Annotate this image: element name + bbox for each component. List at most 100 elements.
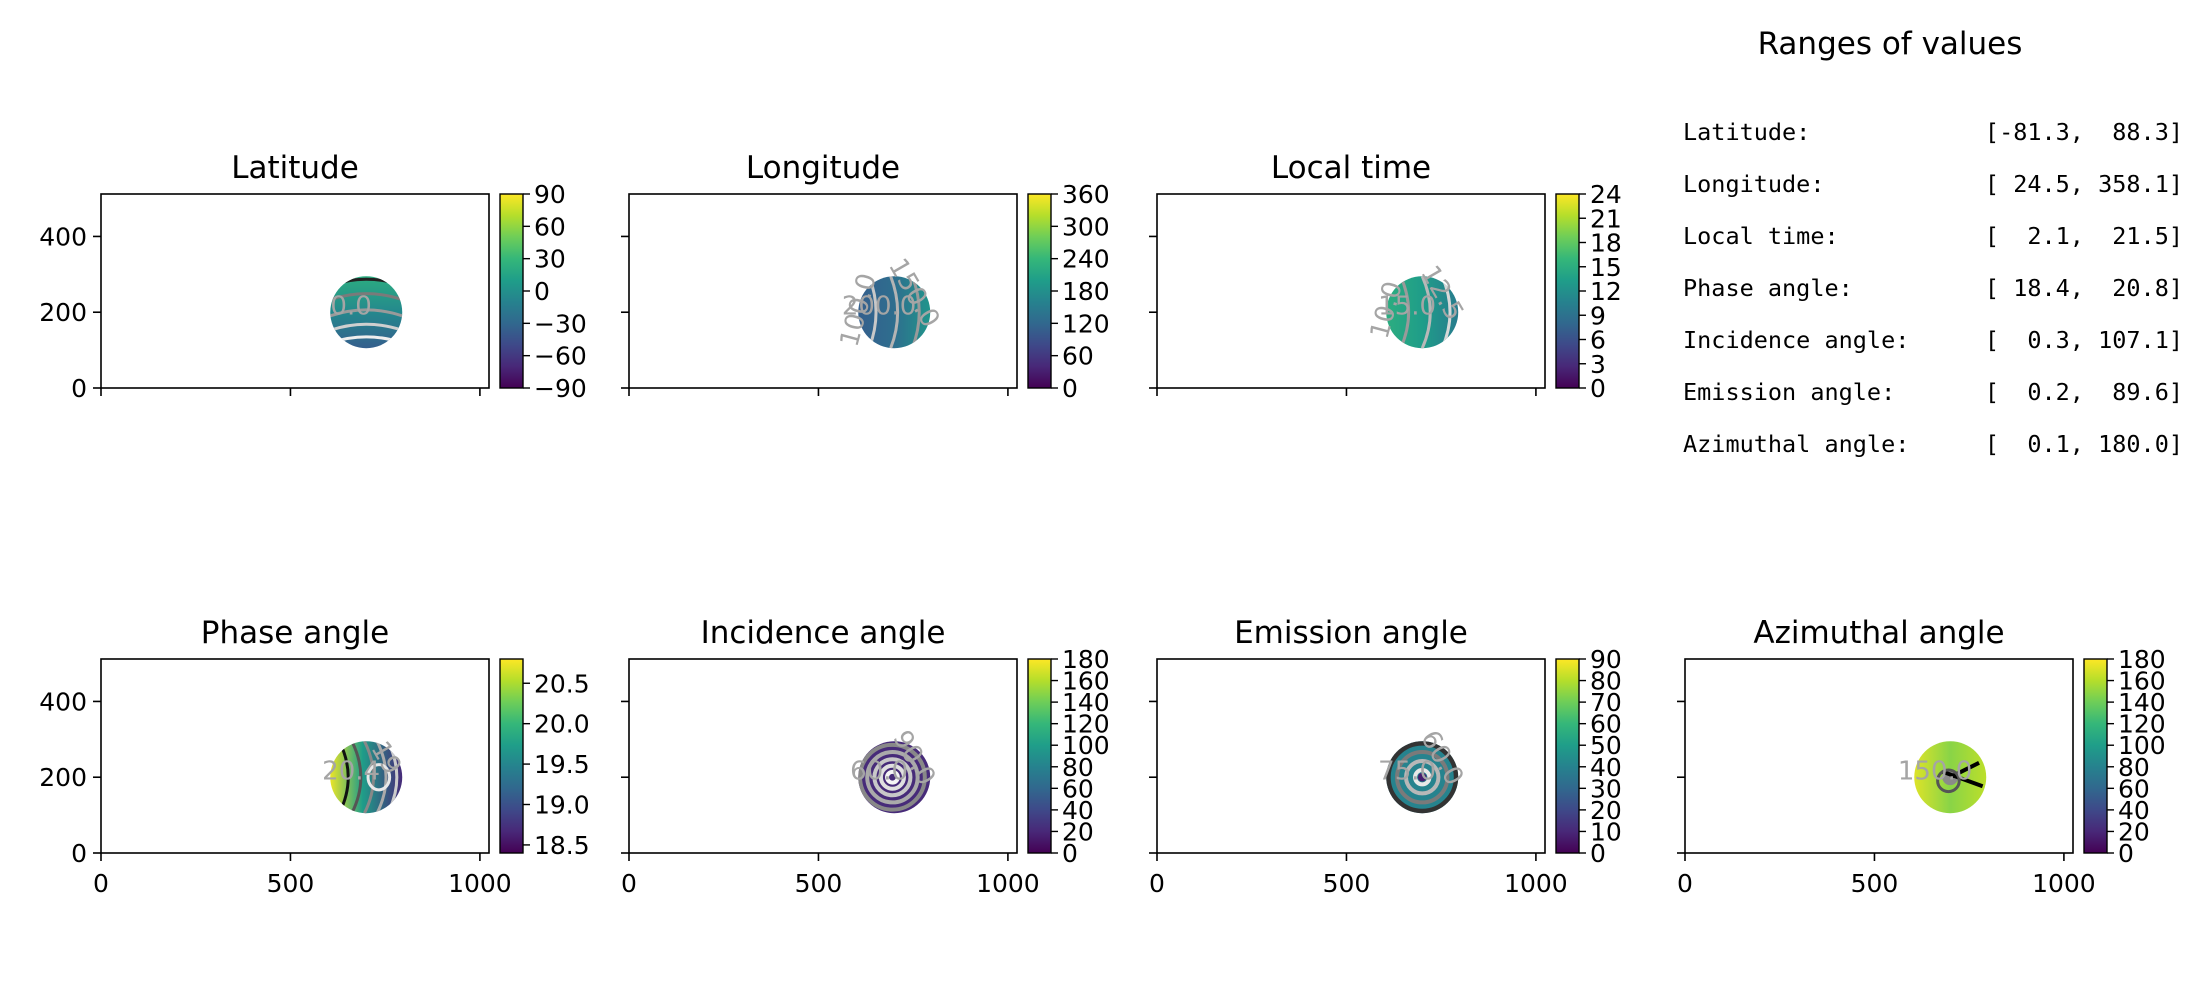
axes-frame	[100, 658, 490, 854]
axes-title: Azimuthal angle	[1753, 615, 2004, 651]
x-tick-label: 0	[93, 869, 109, 898]
colorbar-tick-label: 80	[1590, 667, 1622, 696]
axes-title: Emission angle	[1234, 615, 1468, 651]
range-value: [ 0.1, 180.0]	[1984, 430, 2183, 458]
range-row-local-time: Local time: [ 2.1, 21.5]	[1683, 222, 2183, 250]
colorbar-tick-label: 0	[534, 277, 550, 306]
colorbar-gradient	[1555, 658, 1580, 854]
y-tick-label: 0	[71, 374, 87, 403]
contour-line	[1399, 276, 1411, 349]
disk-image	[1386, 276, 1459, 349]
axes-title: Latitude	[231, 150, 359, 186]
x-tick-label: 500	[795, 869, 843, 898]
axes-title: Local time	[1271, 150, 1431, 186]
panel-latitude: Latitude 0.0 0 200 400 90 60 30 0 −30 −60 −90	[39, 150, 586, 403]
range-value: [ 0.2, 89.6]	[1984, 378, 2183, 406]
colorbar-tick-label: 90	[534, 180, 566, 209]
colorbar-tick-label: 24	[1590, 180, 1622, 209]
colorbar-tick-label: 60	[1062, 774, 1094, 803]
contour-line	[330, 308, 403, 318]
colorbar: 360 300 240 180 120 60 0	[1027, 180, 1110, 403]
contour-line	[872, 757, 913, 798]
colorbar-tick-label: 120	[1062, 710, 1110, 739]
colorbar-tick-label: 12	[1590, 277, 1622, 306]
range-label: Phase angle:	[1683, 274, 1853, 302]
colorbar-tick-label: 10	[1590, 817, 1622, 846]
range-row-phase-angle: Phase angle: [ 18.4, 20.8]	[1683, 274, 2183, 302]
contour-label: 15.0	[1378, 292, 1436, 322]
disk-center	[1417, 772, 1427, 782]
panel-longitude: Longitude200.0150.0100.03603002401801206…	[621, 150, 1110, 403]
colorbar-tick-label: 30	[1590, 774, 1622, 803]
range-label: Local time:	[1683, 222, 1839, 250]
colorbar-gradient	[1555, 193, 1580, 389]
colorbar-tick-label: 60	[1590, 710, 1622, 739]
range-label: Emission angle:	[1683, 378, 1896, 406]
contour-line	[1942, 769, 1984, 789]
colorbar-tick-label: 120	[1062, 309, 1110, 338]
x-tick-label: 0	[1149, 869, 1165, 898]
axes-frame	[628, 658, 1018, 854]
colorbar-tick-label: 40	[1062, 796, 1094, 825]
axes-frame	[1684, 658, 2074, 854]
colorbar-gradient	[499, 658, 524, 854]
colorbar-tick-label: 19.0	[534, 791, 590, 820]
colorbar-tick-label: 40	[2118, 796, 2150, 825]
range-row-emission-angle: Emission angle: [ 0.2, 89.6]	[1683, 378, 2183, 406]
colorbar: 90 60 30 0 −30 −60 −90	[499, 180, 587, 403]
colorbar-tick-label: 140	[2118, 688, 2166, 717]
axes-frame	[628, 193, 1018, 389]
colorbar-tick-label: 0	[2118, 839, 2134, 868]
colorbar-tick-label: 0	[1590, 839, 1606, 868]
contour-line	[366, 763, 392, 792]
colorbar-gradient	[499, 193, 524, 389]
x-tick-label: 0	[621, 869, 637, 898]
range-row-latitude: Latitude: [-81.3, 88.3]	[1683, 118, 2183, 146]
contour-line	[858, 742, 927, 812]
contour-line	[1386, 741, 1459, 814]
colorbar-tick-label: −90	[534, 374, 587, 403]
colorbar-tick-label: 20.5	[534, 669, 590, 698]
ranges-panel: Ranges of values Latitude: [-81.3, 88.3] …	[1675, 0, 2195, 480]
range-label: Longitude:	[1683, 170, 1825, 198]
colorbar-tick-label: 160	[1062, 667, 1110, 696]
colorbar-tick-label: 19.5	[534, 750, 590, 779]
colorbar-tick-label: 240	[1062, 245, 1110, 274]
colorbar-tick-label: 9	[1590, 301, 1606, 330]
colorbar-tick-label: 180	[1062, 645, 1110, 674]
colorbar-tick-label: 100	[1062, 731, 1110, 760]
x-tick-label: 1000	[1504, 869, 1568, 898]
colorbar-tick-label: 0	[1062, 374, 1078, 403]
x-tick-label: 0	[1677, 869, 1693, 898]
colorbar-tick-label: 20	[1062, 817, 1094, 846]
range-row-longitude: Longitude: [ 24.5, 358.1]	[1683, 170, 2183, 198]
axes-title: Incidence angle	[701, 615, 946, 651]
range-value: [-81.3, 88.3]	[1984, 118, 2183, 146]
colorbar-tick-label: 80	[2118, 753, 2150, 782]
x-tick-label: 500	[1851, 869, 1899, 898]
colorbar-tick-label: 80	[1062, 753, 1094, 782]
colorbar-tick-label: 140	[1062, 688, 1110, 717]
colorbar-tick-label: 15	[1590, 253, 1622, 282]
contour-line	[350, 741, 363, 814]
contour-line	[889, 276, 900, 349]
colorbar-tick-label: 70	[1590, 688, 1622, 717]
contour-label: 0.0	[330, 292, 371, 322]
colorbar-tick-label: 160	[2118, 667, 2166, 696]
axes-frame	[1156, 658, 1546, 854]
y-tick-label: 400	[39, 687, 87, 716]
colorbar-gradient	[2083, 658, 2108, 854]
colorbar-tick-label: 300	[1062, 212, 1110, 241]
range-row-incidence-angle: Incidence angle: [ 0.3, 107.1]	[1683, 326, 2183, 354]
contour-line	[1404, 759, 1441, 796]
range-value: [ 0.3, 107.1]	[1984, 326, 2183, 354]
range-row-azimuthal-angle: Azimuthal angle: [ 0.1, 180.0]	[1683, 430, 2183, 458]
contour-label: 20.4	[322, 757, 380, 787]
range-label: Azimuthal angle:	[1683, 430, 1910, 458]
